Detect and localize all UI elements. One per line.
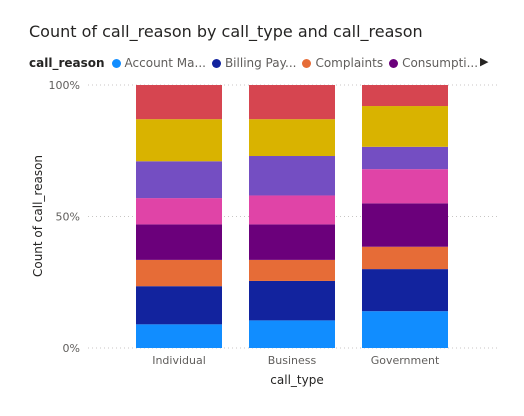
legend-label: Account Ma... (124, 56, 206, 70)
bar-segment[interactable] (249, 280, 335, 321)
legend-item-account-management[interactable]: Account Ma... (111, 56, 206, 70)
bar-segment[interactable] (249, 320, 335, 348)
y-tick-label: 100% (49, 79, 80, 92)
bar-segment[interactable] (249, 119, 335, 157)
y-tick-label: 0% (63, 342, 80, 355)
tick-labels: 0% 50% 100% Individual Business Government (49, 79, 440, 367)
bar-segment[interactable] (362, 246, 448, 270)
bar-segment[interactable] (362, 311, 448, 348)
x-tick-label: Individual (152, 354, 206, 367)
bar-segment[interactable] (136, 324, 222, 348)
legend-item-complaints[interactable]: Complaints (302, 56, 383, 70)
legend-title: call_reason (29, 56, 105, 70)
bar-segment[interactable] (362, 146, 448, 170)
bar-segment[interactable] (249, 224, 335, 260)
legend-item-consumption[interactable]: Consumpti... (389, 56, 478, 70)
legend-label: Consumpti... (402, 56, 479, 70)
bar-segment[interactable] (136, 286, 222, 325)
legend-label: Billing Pay... (224, 56, 297, 70)
legend: call_reason Account Ma... Billing Pay...… (29, 54, 499, 72)
legend-item-billing-payment[interactable]: Billing Pay... (211, 56, 297, 70)
bar-segment[interactable] (249, 156, 335, 196)
legend-dot-icon (302, 58, 312, 68)
bar-segment[interactable] (249, 85, 335, 120)
bar-segment[interactable] (249, 259, 335, 281)
bar-segment[interactable] (362, 169, 448, 204)
bar-segment[interactable] (136, 85, 222, 120)
bar-segment[interactable] (136, 161, 222, 199)
bar-segment[interactable] (362, 203, 448, 247)
bar-segment[interactable] (136, 198, 222, 225)
y-axis-title: Count of call_reason (31, 155, 45, 277)
legend-dot-icon (211, 58, 221, 68)
bar-segment[interactable] (136, 259, 222, 287)
legend-next-arrow-icon[interactable]: ▶ (480, 55, 489, 68)
bar-segment[interactable] (136, 224, 222, 260)
bar-segment[interactable] (249, 195, 335, 225)
legend-label: Complaints (315, 56, 384, 70)
bar-segment[interactable] (362, 85, 448, 107)
bar-segment[interactable] (362, 106, 448, 147)
legend-dot-icon (111, 58, 121, 68)
x-tick-label: Government (371, 354, 440, 367)
y-tick-label: 50% (56, 211, 80, 224)
bar-segment[interactable] (136, 119, 222, 162)
x-tick-label: Business (268, 354, 317, 367)
bars (136, 85, 448, 348)
legend-dot-icon (389, 58, 399, 68)
x-axis-title: call_type (270, 373, 323, 387)
bar-segment[interactable] (362, 269, 448, 312)
chart-title: Count of call_reason by call_type and ca… (29, 22, 423, 41)
